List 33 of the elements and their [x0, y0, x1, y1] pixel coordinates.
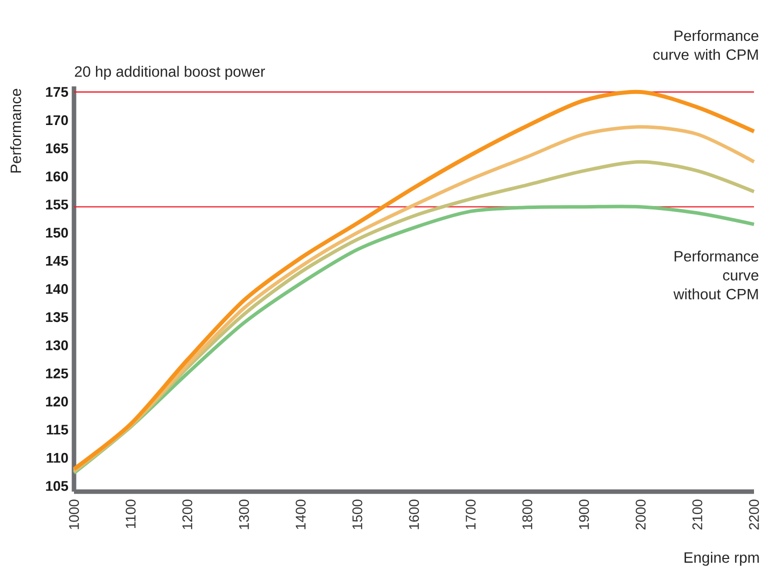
text: 20 hp additional boost power — [74, 66, 265, 80]
x-tick-label: 1000 — [69, 500, 79, 530]
x-tick-label: 1800 — [522, 500, 532, 530]
y-tick-label: 145 — [46, 256, 68, 266]
y-tick-label: 120 — [46, 396, 68, 406]
y-tick-label: 135 — [46, 312, 68, 322]
x-tick-label: 2000 — [636, 500, 646, 530]
x-tick-label: 2200 — [749, 500, 759, 530]
y-tick-label: 170 — [46, 115, 68, 126]
y-tick-label: 150 — [46, 228, 68, 238]
x-tick-label: 1900 — [579, 500, 589, 530]
text: Performance curve with CPM — [653, 30, 758, 60]
y-tick-label: 115 — [46, 424, 68, 435]
x-axis-title: Engine rpm — [684, 552, 759, 566]
y-tick-label: 105 — [46, 481, 68, 491]
y-tick-label: 140 — [46, 284, 68, 294]
x-tick-label: 1200 — [182, 500, 192, 530]
y-tick-label: 155 — [46, 200, 68, 210]
x-tick-label: 1600 — [409, 500, 419, 530]
y-tick-label: 160 — [46, 171, 68, 182]
x-tick-label: 1100 — [126, 500, 136, 528]
x-tick-label: 1500 — [352, 500, 362, 530]
y-tick-label: 125 — [46, 368, 68, 378]
x-tick-label: 1300 — [239, 500, 249, 530]
y-tick-label: 110 — [46, 452, 68, 463]
y-tick-label: 175 — [46, 87, 68, 97]
y-tick-label: 165 — [46, 143, 68, 154]
x-tick-label: 1700 — [466, 500, 476, 530]
y-axis-title: Performance — [10, 88, 22, 173]
y-tick-label: 130 — [46, 340, 68, 350]
x-tick-label: 2100 — [692, 500, 702, 530]
annotation: Performance curve without CPM — [673, 250, 758, 300]
x-tick-label: 1400 — [296, 500, 306, 530]
